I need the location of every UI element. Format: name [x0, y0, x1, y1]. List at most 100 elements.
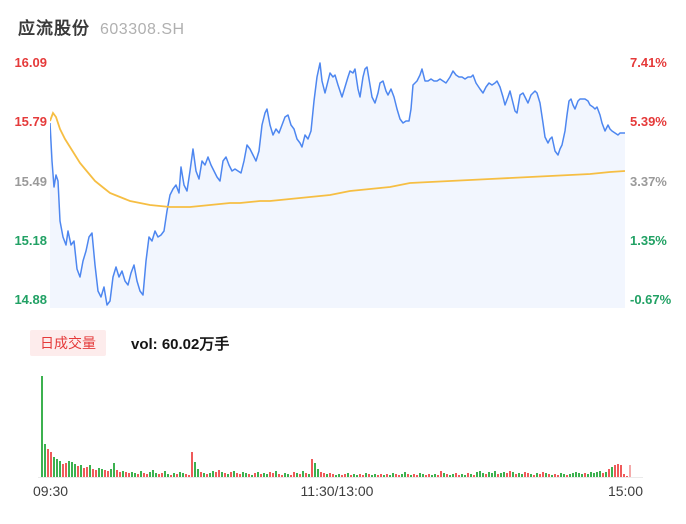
- volume-bar: [452, 474, 454, 477]
- volume-bar: [365, 473, 367, 477]
- volume-bar: [161, 473, 163, 477]
- volume-tab-badge[interactable]: 日成交量: [30, 330, 106, 356]
- volume-bar: [134, 473, 136, 477]
- volume-bar: [392, 473, 394, 477]
- volume-bar: [470, 474, 472, 477]
- volume-bar: [548, 474, 550, 477]
- volume-bar: [332, 474, 334, 477]
- volume-bar: [47, 449, 49, 477]
- volume-chart[interactable]: [0, 372, 686, 478]
- volume-bar: [383, 475, 385, 477]
- volume-bar: [122, 471, 124, 477]
- volume-bar: [176, 474, 178, 477]
- volume-bar: [335, 475, 337, 477]
- price-chart[interactable]: [50, 55, 625, 308]
- volume-bar: [413, 474, 415, 477]
- volume-bar: [464, 475, 466, 477]
- volume-bar: [569, 474, 571, 477]
- volume-bar: [239, 474, 241, 477]
- volume-bar: [599, 471, 601, 477]
- volume-bar: [443, 473, 445, 477]
- volume-bar: [89, 465, 91, 477]
- volume-bar: [164, 471, 166, 477]
- price-tick-label: 15.18: [14, 232, 47, 248]
- volume-bar: [551, 475, 553, 477]
- volume-bar: [233, 471, 235, 477]
- volume-bar: [59, 461, 61, 477]
- volume-bar: [236, 473, 238, 477]
- volume-bar: [242, 472, 244, 477]
- volume-bar: [317, 469, 319, 477]
- volume-bar: [500, 473, 502, 477]
- pct-tick-label: -0.67%: [630, 292, 672, 307]
- volume-bar: [611, 467, 613, 477]
- volume-bar: [74, 464, 76, 477]
- volume-bar: [437, 475, 439, 477]
- volume-bar: [230, 472, 232, 477]
- volume-bar: [539, 474, 541, 477]
- volume-bar: [440, 471, 442, 477]
- volume-bar: [182, 473, 184, 477]
- volume-bar: [431, 475, 433, 477]
- volume-bar: [92, 469, 94, 477]
- volume-bar: [608, 469, 610, 477]
- volume-bar: [293, 472, 295, 477]
- volume-bar: [185, 474, 187, 477]
- volume-bar: [68, 461, 70, 477]
- volume-bar: [617, 464, 619, 477]
- volume-bar: [245, 473, 247, 477]
- volume-bar: [110, 469, 112, 477]
- volume-bar: [218, 470, 220, 477]
- volume-bar: [275, 471, 277, 477]
- volume-bar: [158, 474, 160, 477]
- volume-bar: [101, 469, 103, 477]
- volume-bar: [575, 472, 577, 477]
- volume-bar: [401, 474, 403, 477]
- price-area-fill: [50, 63, 625, 308]
- volume-bar: [338, 474, 340, 477]
- volume-bar: [83, 468, 85, 477]
- volume-bar: [170, 475, 172, 477]
- volume-bar: [95, 470, 97, 477]
- volume-bar: [179, 472, 181, 477]
- volume-bar: [458, 475, 460, 477]
- volume-bar: [563, 474, 565, 477]
- volume-bar: [200, 472, 202, 477]
- volume-bar: [248, 474, 250, 477]
- volume-bar: [125, 472, 127, 477]
- volume-baseline: [38, 477, 643, 478]
- volume-bar: [221, 472, 223, 477]
- volume-bar: [491, 473, 493, 477]
- volume-bar: [215, 472, 217, 477]
- volume-bar: [80, 465, 82, 477]
- price-axis-left: 16.09 15.79 15.49 15.18 14.88: [0, 55, 47, 308]
- volume-bar: [449, 475, 451, 477]
- volume-bar: [344, 474, 346, 477]
- volume-bar: [188, 475, 190, 477]
- volume-bar: [605, 472, 607, 477]
- volume-bar: [197, 469, 199, 477]
- volume-bar: [296, 473, 298, 477]
- volume-bar: [299, 474, 301, 477]
- volume-bar: [128, 473, 130, 477]
- volume-bar: [107, 471, 109, 477]
- volume-bar: [524, 472, 526, 477]
- volume-bar: [587, 474, 589, 477]
- volume-bar: [50, 452, 52, 477]
- volume-bar: [386, 474, 388, 477]
- volume-bar: [377, 475, 379, 477]
- volume-bar: [422, 474, 424, 477]
- volume-bar: [191, 452, 193, 477]
- volume-bar: [446, 474, 448, 477]
- volume-bar: [494, 471, 496, 477]
- volume-bar: [308, 474, 310, 477]
- volume-bar: [329, 473, 331, 477]
- price-tick-label: 16.09: [14, 55, 47, 70]
- volume-bar: [371, 475, 373, 477]
- volume-bar: [290, 475, 292, 477]
- volume-bar: [407, 474, 409, 477]
- volume-bar: [560, 473, 562, 477]
- volume-bar: [479, 471, 481, 477]
- pct-tick-label: 3.37%: [630, 173, 667, 189]
